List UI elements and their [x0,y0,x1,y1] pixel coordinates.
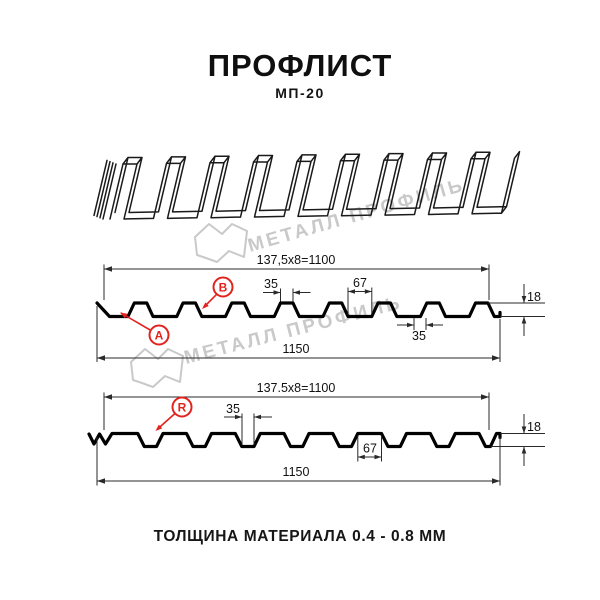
material-thickness-note: ТОЛЩИНА МАТЕРИАЛА 0.4 - 0.8 ММ [153,528,447,545]
metall-profil-logo-icon [130,348,184,388]
profile-top-outline [95,301,502,319]
dim-label-crest-top: 35 [264,277,278,291]
dim-label-overall-width-top: 1150 [283,342,310,356]
page-subtitle: МП-20 [275,85,325,101]
metall-profil-logo-icon [194,223,248,263]
watermark-top: МЕТАЛЛ ПРОФИЛЬ [194,175,467,263]
dim-bottom-valley: 35 [224,402,272,445]
callout-a-label: A [155,329,164,343]
dim-top-height: 18 [488,284,545,336]
sheet-3d-view [93,150,521,220]
callout-b: B [202,276,234,309]
dim-label-overall-width-bottom: 1150 [283,465,310,479]
dim-bottom-overall-width: 1150 [96,437,501,486]
dim-label-crest-bottom: 35 [412,329,426,343]
dim-top-crest-bottom: 35 [397,318,443,343]
callout-r-label: R [178,401,187,415]
dim-top-crest: 35 [263,277,311,302]
profile-bottom-outline [87,431,502,449]
dim-bottom-crest: 67 [357,435,382,462]
page-title: ПРОФЛИСТ [207,48,393,83]
dim-label-height-top: 18 [527,290,541,304]
dim-top-useful-width: 137,5x8=1100 [103,253,490,300]
dim-bottom-height: 18 [491,414,545,466]
dim-label-useful-width-bottom: 137.5x8=1100 [257,381,336,395]
dim-label-valley-top: 67 [353,276,367,290]
callout-b-label: B [219,281,228,295]
profile-top-section: 137,5x8=1100 35 67 [95,253,545,362]
profile-bottom-section: 137.5x8=1100 35 67 [87,381,545,486]
dim-label-height-bottom: 18 [527,420,541,434]
callout-a: A [120,312,170,346]
dim-label-useful-width-top: 137,5x8=1100 [257,253,336,267]
watermark-middle: МЕТАЛЛ ПРОФИЛЬ [130,292,405,388]
dim-top-overall-width: 1150 [96,306,501,362]
dim-label-valley-bottom: 35 [226,402,240,416]
dim-top-valley: 67 [347,276,373,315]
callout-r: R [155,396,193,431]
dim-bottom-useful-width: 137.5x8=1100 [103,381,490,430]
dim-label-crest-bottom-profile: 67 [363,442,377,456]
